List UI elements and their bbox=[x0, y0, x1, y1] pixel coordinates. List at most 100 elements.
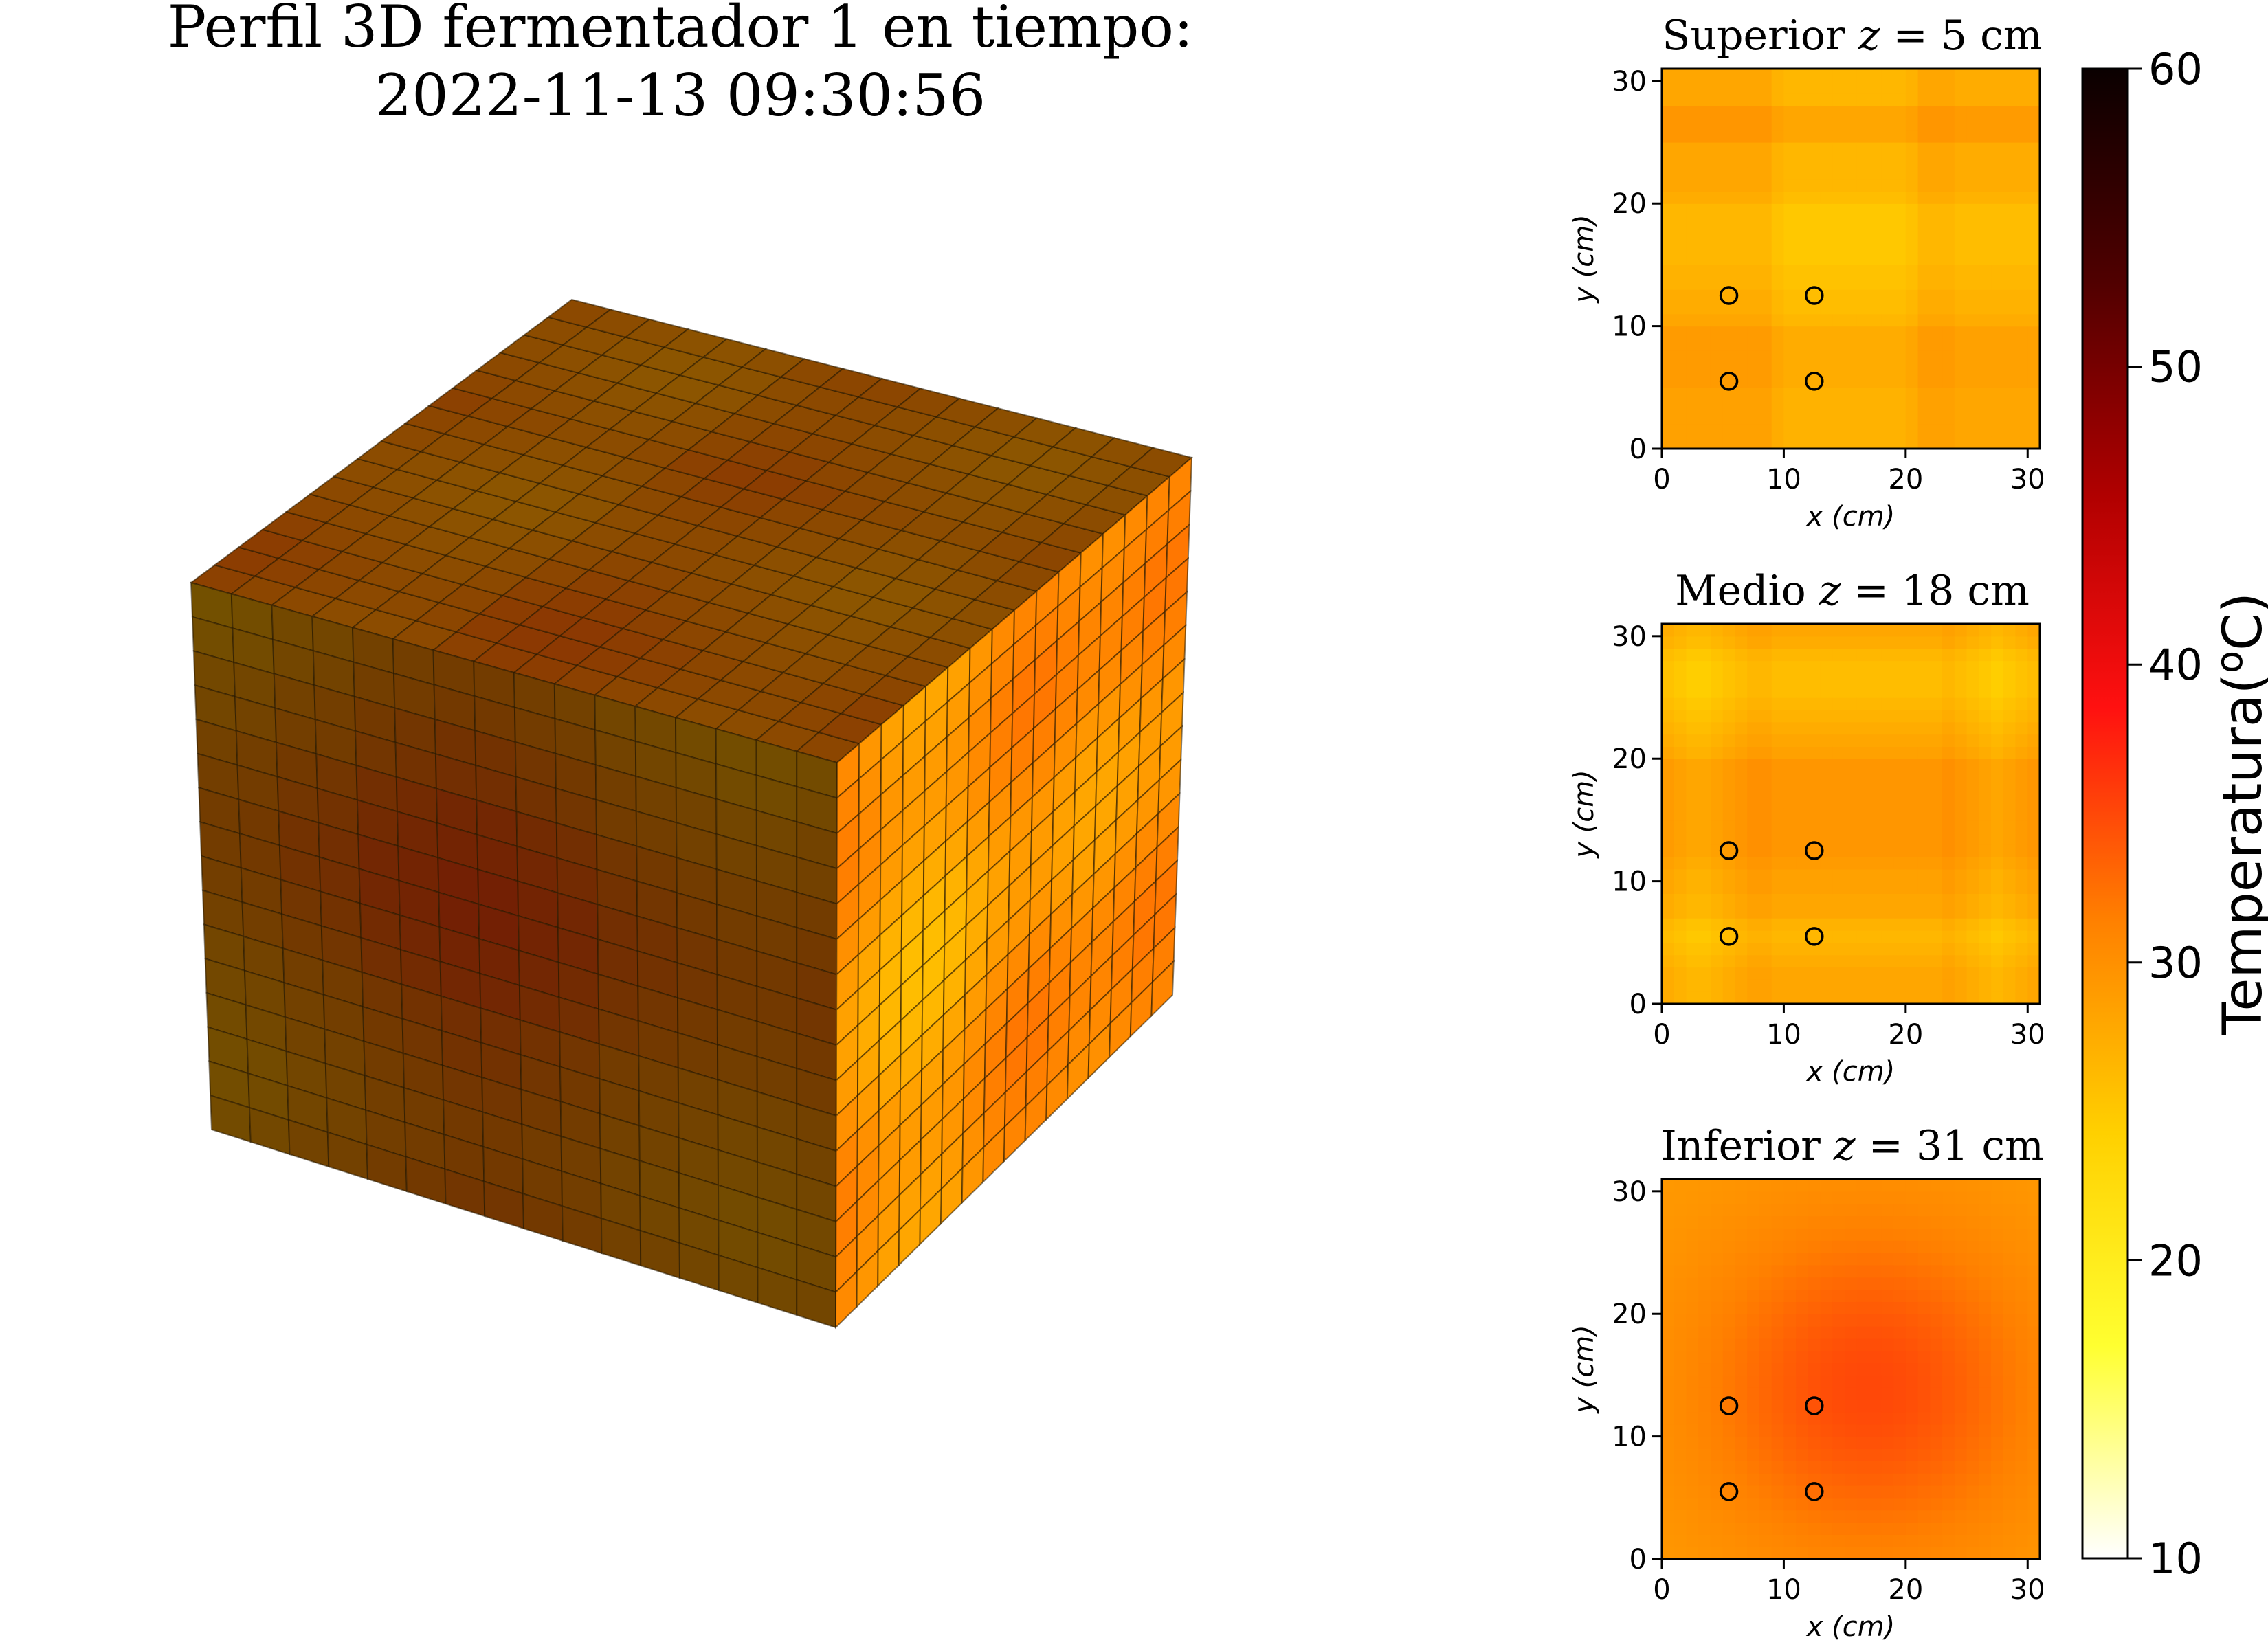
heatmap-cell bbox=[1674, 930, 1687, 943]
heatmap-cell bbox=[1905, 660, 1919, 673]
heatmap-cell bbox=[1979, 1350, 1992, 1364]
heatmap-cell bbox=[1820, 154, 1833, 168]
heatmap-cell bbox=[1930, 759, 1943, 772]
heatmap-cell bbox=[1710, 1424, 1724, 1437]
heatmap-cell bbox=[1747, 1264, 1760, 1278]
heatmap-cell bbox=[1662, 191, 1675, 204]
x-tick-label: 10 bbox=[1766, 1019, 1801, 1051]
heatmap-cell bbox=[1686, 832, 1699, 845]
heatmap-cell bbox=[2015, 1547, 2028, 1560]
heatmap-cell bbox=[1722, 1264, 1736, 1278]
heatmap-cell bbox=[1674, 1314, 1687, 1327]
heatmap-cell bbox=[1917, 1314, 1931, 1327]
heatmap-cell bbox=[1917, 301, 1931, 315]
heatmap-cell bbox=[1942, 954, 1955, 968]
heatmap-cell bbox=[2015, 191, 2028, 204]
heatmap-cell bbox=[1771, 216, 1785, 229]
heatmap-cell bbox=[1905, 979, 1919, 992]
heatmap-cell bbox=[1710, 991, 1724, 1005]
heatmap-cell bbox=[1893, 93, 1906, 106]
heatmap-cell bbox=[1845, 1375, 1858, 1388]
heatmap-cell bbox=[1942, 1350, 1955, 1364]
heatmap-cell bbox=[1662, 954, 1675, 968]
heatmap-cell bbox=[1845, 399, 1858, 413]
heatmap-cell bbox=[1832, 412, 1845, 425]
heatmap-cell bbox=[1832, 154, 1845, 168]
heatmap-cell bbox=[1686, 412, 1699, 425]
heatmap-cell bbox=[1881, 881, 1894, 895]
heatmap-cell bbox=[1783, 673, 1797, 686]
heatmap-cell bbox=[1771, 795, 1785, 809]
heatmap-cell bbox=[1991, 93, 2004, 106]
heatmap-cell bbox=[1954, 1473, 1968, 1486]
heatmap-cell bbox=[1832, 240, 1845, 254]
heatmap-cell bbox=[1832, 1338, 1845, 1351]
heatmap-cell bbox=[1905, 906, 1919, 919]
heatmap-cell bbox=[1942, 1289, 1955, 1302]
heatmap-cell bbox=[1759, 807, 1772, 821]
heatmap-cell bbox=[1881, 216, 1894, 229]
heatmap-cell bbox=[1991, 1215, 2004, 1229]
heatmap-cell bbox=[1905, 1191, 1919, 1204]
heatmap-cell bbox=[2015, 1326, 2028, 1339]
heatmap-cell bbox=[1698, 387, 1711, 401]
heatmap-cell bbox=[1869, 1326, 1882, 1339]
heatmap-cell bbox=[1856, 142, 1870, 155]
heatmap-cell bbox=[1979, 240, 1992, 254]
heatmap-cell bbox=[1820, 1215, 1833, 1229]
heatmap-cell bbox=[1808, 227, 1821, 241]
heatmap-cell bbox=[1783, 1301, 1797, 1314]
heatmap-cell bbox=[1856, 1191, 1870, 1204]
heatmap-cell bbox=[1747, 1301, 1760, 1314]
heatmap-cell bbox=[1954, 1387, 1968, 1400]
heatmap-cell bbox=[1808, 1436, 1821, 1450]
heatmap-cell bbox=[1808, 820, 1821, 833]
heatmap-cell bbox=[1820, 399, 1833, 413]
heatmap-cell bbox=[1845, 93, 1858, 106]
heatmap-cell bbox=[1966, 820, 1979, 833]
heatmap-cell bbox=[2027, 363, 2041, 376]
heatmap-cell bbox=[1698, 660, 1711, 673]
heatmap-cell bbox=[1722, 709, 1736, 723]
heatmap-cell bbox=[1893, 240, 1906, 254]
heatmap-cell bbox=[1747, 1510, 1760, 1523]
heatmap-cell bbox=[1856, 1547, 1870, 1560]
heatmap-cell bbox=[1930, 697, 1943, 710]
heatmap-cell bbox=[1686, 1350, 1699, 1364]
heatmap-cell bbox=[1771, 154, 1785, 168]
heatmap-cell bbox=[1832, 1375, 1845, 1388]
heatmap-cell bbox=[1905, 301, 1919, 315]
heatmap-cell bbox=[2027, 1411, 2041, 1425]
heatmap-cell bbox=[1832, 1326, 1845, 1339]
heatmap-cell bbox=[1954, 1461, 1968, 1474]
heatmap-cell bbox=[1783, 191, 1797, 204]
heatmap-cell bbox=[2003, 1228, 2016, 1241]
heatmap-cell bbox=[1735, 130, 1748, 143]
heatmap-cell bbox=[1662, 1179, 1675, 1192]
heatmap-cell bbox=[2003, 1253, 2016, 1266]
heatmap-cell bbox=[1698, 930, 1711, 943]
heatmap-cell bbox=[1845, 746, 1858, 759]
heatmap-cell bbox=[1869, 179, 1882, 192]
heatmap-cell bbox=[1686, 265, 1699, 278]
heatmap-cell bbox=[1893, 807, 1906, 821]
heatmap-cell bbox=[1930, 1228, 1943, 1241]
heatmap-cell bbox=[1856, 759, 1870, 772]
heatmap-cell bbox=[1820, 1534, 1833, 1547]
heatmap-cell bbox=[1881, 191, 1894, 204]
heatmap-cell bbox=[1796, 906, 1809, 919]
heatmap-cell bbox=[1662, 906, 1675, 919]
heatmap-cell bbox=[1832, 1547, 1845, 1560]
heatmap-cell bbox=[1771, 227, 1785, 241]
heatmap-cell bbox=[1735, 1240, 1748, 1253]
heatmap-cell bbox=[1771, 967, 1785, 980]
heatmap-cell bbox=[1747, 673, 1760, 686]
heatmap-cell bbox=[2003, 844, 2016, 857]
heatmap-cell bbox=[2015, 313, 2028, 327]
heatmap-cell bbox=[1869, 1362, 1882, 1376]
heatmap-cell bbox=[1662, 203, 1675, 216]
heatmap-cell bbox=[1979, 412, 1992, 425]
heatmap-cell bbox=[1747, 424, 1760, 437]
heatmap-cell bbox=[1747, 1240, 1760, 1253]
heatmap-cell bbox=[2027, 1400, 2041, 1413]
